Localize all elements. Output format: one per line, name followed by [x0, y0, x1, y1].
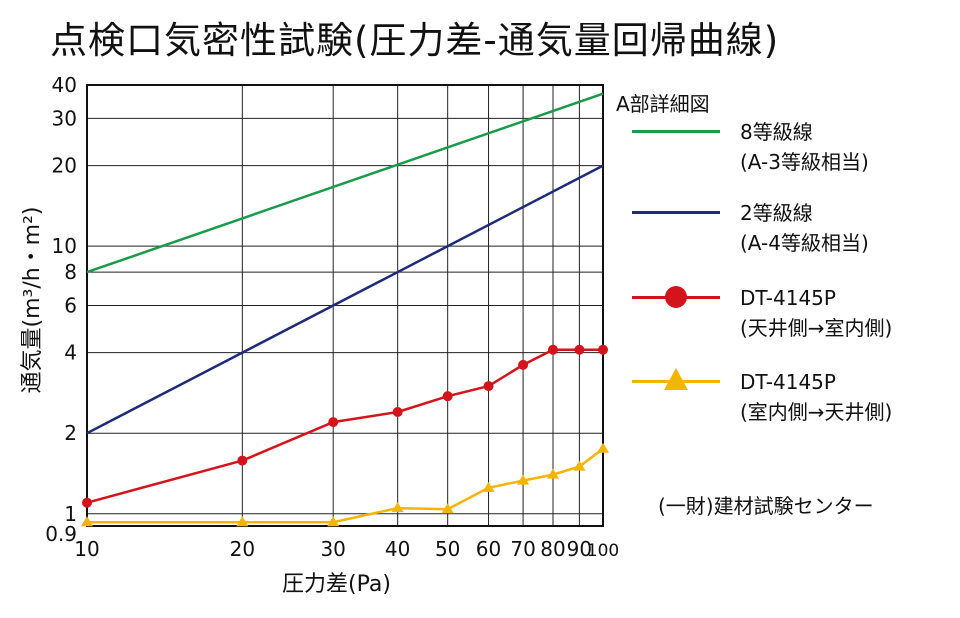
- data-point: [328, 417, 339, 428]
- data-point: [598, 344, 608, 355]
- legend-sublabel: (A-3等級相当): [740, 150, 869, 174]
- legend-sublabel: (天井側→室内側): [740, 316, 893, 340]
- legend-marker: [664, 368, 688, 390]
- data-point: [574, 344, 585, 355]
- chart-title: 点検口気密性試験(圧力差-通気量回帰曲線): [50, 19, 780, 62]
- x-tick-label: 80: [540, 537, 565, 561]
- legend-label: 2等級線: [740, 201, 813, 225]
- data-point: [392, 406, 403, 417]
- y-tick-label: 2: [64, 421, 77, 445]
- data-point: [547, 344, 558, 355]
- y-tick-label: 4: [64, 341, 77, 365]
- x-tick-label: 20: [230, 537, 255, 561]
- data-point: [441, 503, 454, 514]
- data-point: [81, 516, 93, 527]
- legend-sublabel: (室内側→天井側): [740, 400, 893, 424]
- x-axis-title: 圧力差(Pa): [282, 572, 391, 597]
- x-tick-label: 10: [74, 537, 99, 561]
- data-point: [327, 516, 340, 527]
- data-point: [546, 468, 559, 479]
- data-point: [82, 497, 92, 508]
- plot-frame: [86, 84, 604, 527]
- data-point: [597, 442, 609, 453]
- series-line: [86, 92, 604, 274]
- data-point: [442, 391, 453, 402]
- series-line: [87, 447, 604, 524]
- data-point: [236, 516, 249, 527]
- y-tick-label: 0.9: [45, 522, 77, 546]
- y-axis-title: 通気量(m³/h・m²): [20, 206, 45, 394]
- legend-sublabel: (A-4等級相当): [740, 231, 869, 255]
- y-tick-label: 20: [52, 154, 77, 178]
- data-point: [517, 474, 530, 485]
- legend-swatch: [632, 211, 720, 214]
- data-point: [391, 502, 404, 513]
- legend-label: DT-4145P: [740, 286, 836, 310]
- source-note: (一財)建材試験センター: [658, 494, 874, 518]
- x-tick-label: 30: [320, 537, 345, 561]
- series-line: [86, 164, 604, 435]
- y-tick-label: 8: [64, 260, 77, 284]
- y-tick-label: 40: [52, 73, 77, 97]
- legend-title: A部詳細図: [616, 92, 710, 116]
- x-tick-label: 60: [476, 537, 501, 561]
- legend-label: 8等級線: [740, 120, 813, 144]
- y-tick-label: 10: [52, 234, 77, 258]
- x-tick-label: 70: [510, 537, 535, 561]
- legend-label: DT-4145P: [740, 370, 836, 394]
- y-tick-label: 6: [64, 294, 77, 318]
- data-point: [483, 381, 494, 392]
- data-point: [573, 460, 586, 471]
- y-tick-label: 1: [64, 502, 77, 526]
- data-point: [518, 359, 529, 370]
- series-line: [86, 348, 603, 504]
- x-tick-label: 90: [567, 537, 592, 561]
- y-tick-label: 30: [52, 106, 77, 130]
- legend-swatch: [632, 130, 720, 133]
- x-tick-label: 100: [587, 541, 619, 561]
- data-point: [482, 481, 495, 492]
- legend-marker: [665, 286, 687, 308]
- x-tick-label: 50: [435, 537, 460, 561]
- data-point: [237, 455, 248, 466]
- x-tick-label: 40: [385, 537, 410, 561]
